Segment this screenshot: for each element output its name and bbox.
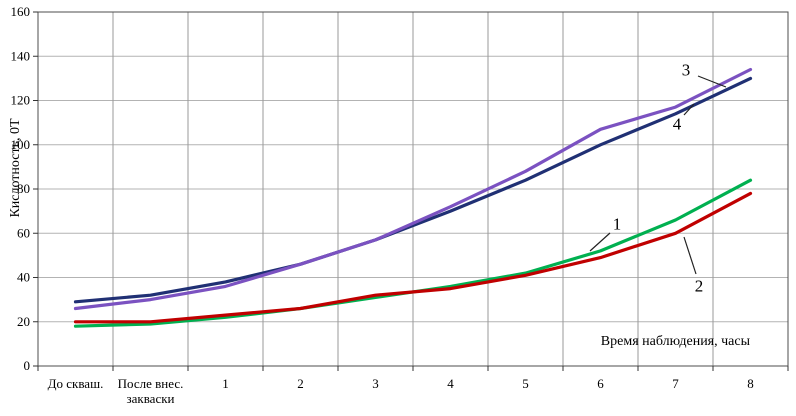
annotation-label: 1 [613,215,622,234]
y-tick-label: 0 [24,358,31,373]
x-category-label: 1 [222,376,229,391]
annotation-leader-line [589,232,611,252]
y-tick-label: 40 [17,270,30,285]
x-category-label: 8 [747,376,754,391]
x-category-label: 7 [672,376,679,391]
y-tick-label: 120 [11,93,31,108]
y-tick-label: 60 [17,225,30,240]
annotation-label: 3 [682,61,691,80]
annotation-leader-line [683,236,697,275]
y-axis-title: Кислотность, 0Т [8,118,23,218]
series-line-3 [73,67,753,311]
annotation-leader-line [697,75,727,88]
x-category-label: После внес. закваски [117,376,184,406]
y-tick-label: 100 [11,137,31,152]
x-category-label: До скваш. [47,376,104,391]
x-category-label: 4 [447,376,454,391]
series-line-4 [73,76,753,304]
x-category-label: 3 [372,376,379,391]
y-tick-label: 160 [11,4,31,19]
x-axis-title: Время наблюдения, часы [600,334,750,349]
y-tick-label: 80 [17,181,30,196]
y-tick-label: 20 [17,314,30,329]
x-category-label: 6 [597,376,604,391]
annotation-leader-line [683,103,695,116]
annotation-label: 4 [673,115,682,134]
y-tick-label: 140 [11,48,31,63]
x-category-label: 2 [297,376,304,391]
annotation-label: 2 [695,277,704,296]
series-line-2 [73,191,753,324]
x-category-label: 5 [522,376,529,391]
